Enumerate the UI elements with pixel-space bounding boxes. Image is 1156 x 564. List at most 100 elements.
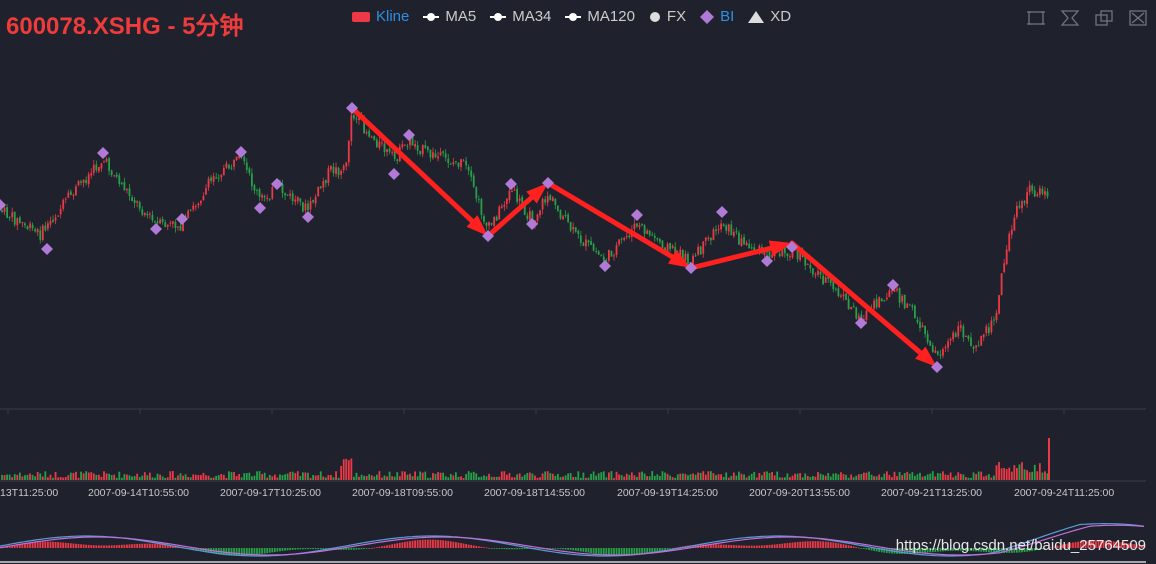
volume-bar: [54, 471, 57, 480]
zoom-reset-icon[interactable]: [1060, 8, 1080, 28]
macd-bar: [370, 547, 373, 549]
legend-diamond-icon: [700, 9, 715, 24]
candlestick: [75, 184, 77, 196]
candlestick: [442, 150, 445, 157]
macd-bar: [954, 548, 957, 551]
volume-bar: [1026, 470, 1028, 480]
volume-bar: [549, 473, 552, 480]
macd-bar: [778, 543, 781, 548]
volume-bar: [707, 471, 710, 480]
legend-item-ma34[interactable]: MA34: [490, 8, 551, 25]
candlestick: [687, 251, 689, 266]
macd-bar: [388, 544, 391, 548]
bi-point: [685, 262, 697, 274]
volume-bar: [929, 473, 932, 480]
macd-bar: [342, 548, 345, 550]
candlestick: [340, 169, 343, 179]
volume-bar: [837, 474, 840, 480]
macd-bar: [789, 542, 791, 548]
legend-item-bi[interactable]: BI: [700, 8, 734, 25]
macd-bar: [245, 548, 248, 556]
macd-bar: [934, 548, 937, 552]
candlestick: [587, 239, 590, 247]
macd-bar: [263, 548, 266, 554]
candlestick: [998, 294, 1000, 315]
bi-point: [388, 168, 400, 180]
legend-item-fx[interactable]: FX: [649, 8, 686, 25]
volume-bar: [151, 477, 154, 480]
candlestick: [694, 252, 697, 257]
macd-bar: [455, 542, 457, 548]
candlestick: [8, 216, 11, 221]
volume-bar: [569, 472, 572, 480]
macd-bar: [809, 541, 812, 548]
volume-bar: [620, 475, 623, 480]
macd-bar: [460, 543, 462, 548]
zoom-icon[interactable]: [1026, 8, 1046, 28]
volume-bar: [92, 473, 95, 480]
volume-bar: [141, 475, 144, 480]
volume-bar: [947, 475, 949, 480]
volume-bar: [243, 473, 246, 480]
volume-bar: [169, 471, 172, 480]
macd-bar: [77, 544, 80, 548]
legend-item-kline[interactable]: Kline: [352, 8, 409, 25]
legend-item-ma5[interactable]: MA5: [423, 8, 476, 25]
volume-bar: [957, 472, 960, 480]
candlestick: [653, 232, 656, 242]
volume-bar: [373, 476, 376, 480]
macd-bar: [472, 545, 475, 548]
volume-bar: [674, 477, 677, 480]
macd-bar: [16, 544, 19, 548]
macd-bar: [516, 548, 518, 550]
volume-bar: [266, 477, 269, 480]
candlestick: [490, 222, 493, 227]
volume-bar: [521, 476, 524, 480]
volume-bar: [248, 472, 251, 480]
volume-bar: [457, 476, 460, 480]
candlestick: [1016, 201, 1018, 220]
macd-bar: [240, 548, 243, 556]
macd-bar: [284, 548, 286, 551]
macd-bar: [467, 544, 470, 548]
candlestick: [449, 162, 452, 165]
volume-bar: [110, 475, 113, 480]
volume-bar: [406, 474, 409, 480]
candlestick: [396, 158, 399, 165]
legend-item-ma120[interactable]: MA120: [565, 8, 635, 25]
candlestick: [212, 172, 215, 186]
macd-bar: [855, 547, 858, 548]
candlestick: [284, 192, 286, 200]
candlestick: [465, 156, 467, 170]
macd-bar: [304, 548, 307, 550]
candlestick: [977, 340, 980, 347]
candlestick: [118, 173, 121, 187]
macd-bar: [108, 545, 110, 548]
candlestick: [34, 227, 37, 233]
volume-bar: [36, 471, 39, 480]
candlestick: [799, 252, 802, 262]
candlestick: [472, 173, 475, 188]
volume-bar: [967, 477, 970, 480]
volume-bar: [164, 477, 167, 480]
candlestick: [200, 200, 202, 206]
volume-bar: [123, 474, 126, 480]
volume-bar: [852, 477, 855, 480]
candlestick: [500, 203, 503, 209]
candlestick: [717, 224, 720, 235]
macd-bar: [957, 548, 960, 551]
candlestick: [437, 151, 439, 162]
save-image-icon[interactable]: [1128, 8, 1148, 28]
macd-bar: [495, 548, 498, 549]
candlestick: [516, 185, 518, 205]
restore-icon[interactable]: [1094, 8, 1114, 28]
legend-item-xd[interactable]: XD: [748, 8, 791, 25]
macd-bar: [977, 548, 980, 552]
bi-point: [526, 218, 538, 230]
candlestick: [202, 192, 205, 201]
candlestick: [559, 209, 562, 220]
volume-bar: [791, 475, 794, 480]
volume-bar: [949, 472, 952, 480]
candlestick: [233, 159, 235, 171]
